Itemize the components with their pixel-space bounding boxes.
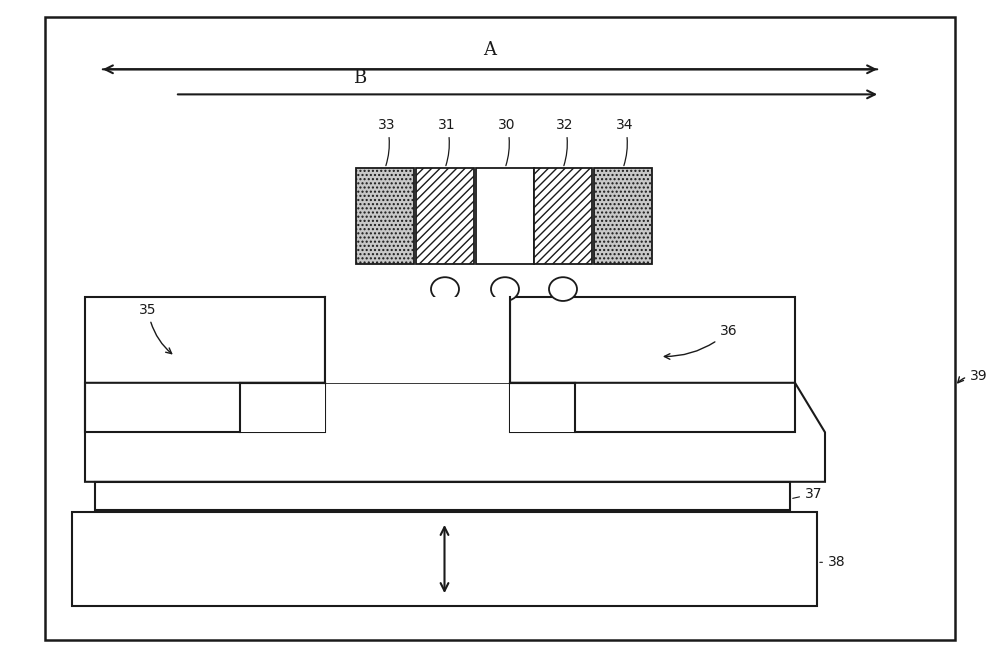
Bar [85,297,325,432]
Ellipse shape [431,277,459,301]
Text: 38: 38 [820,555,846,570]
Text: 35: 35 [139,303,172,354]
Text: 33: 33 [378,118,396,166]
Bar [510,383,575,432]
Text: 39: 39 [958,369,988,383]
Bar [476,168,534,264]
Bar [85,297,325,432]
Text: B: B [353,69,367,87]
Text: 30: 30 [498,118,516,166]
Bar [72,512,817,606]
Text: 36: 36 [664,324,738,359]
Bar [510,297,795,432]
Ellipse shape [549,277,577,301]
Bar [510,383,575,432]
Text: 31: 31 [438,118,456,166]
Bar [534,168,592,264]
Bar [240,383,325,432]
Bar [85,297,325,432]
Text: 34: 34 [616,118,634,166]
Bar [510,297,795,432]
Bar [325,297,510,383]
Bar [594,168,652,264]
Bar [240,383,325,432]
Text: 37: 37 [793,486,822,501]
Bar [510,383,575,432]
Bar [416,168,474,264]
Bar [85,297,325,432]
Text: A: A [484,42,496,59]
Bar [510,383,575,432]
Text: 32: 32 [556,118,574,166]
Polygon shape [85,383,825,482]
Ellipse shape [491,277,519,301]
Bar [240,383,325,432]
Bar [510,297,795,432]
Bar [240,383,325,432]
Bar [356,168,414,264]
Bar [510,297,795,432]
Bar [95,482,790,510]
